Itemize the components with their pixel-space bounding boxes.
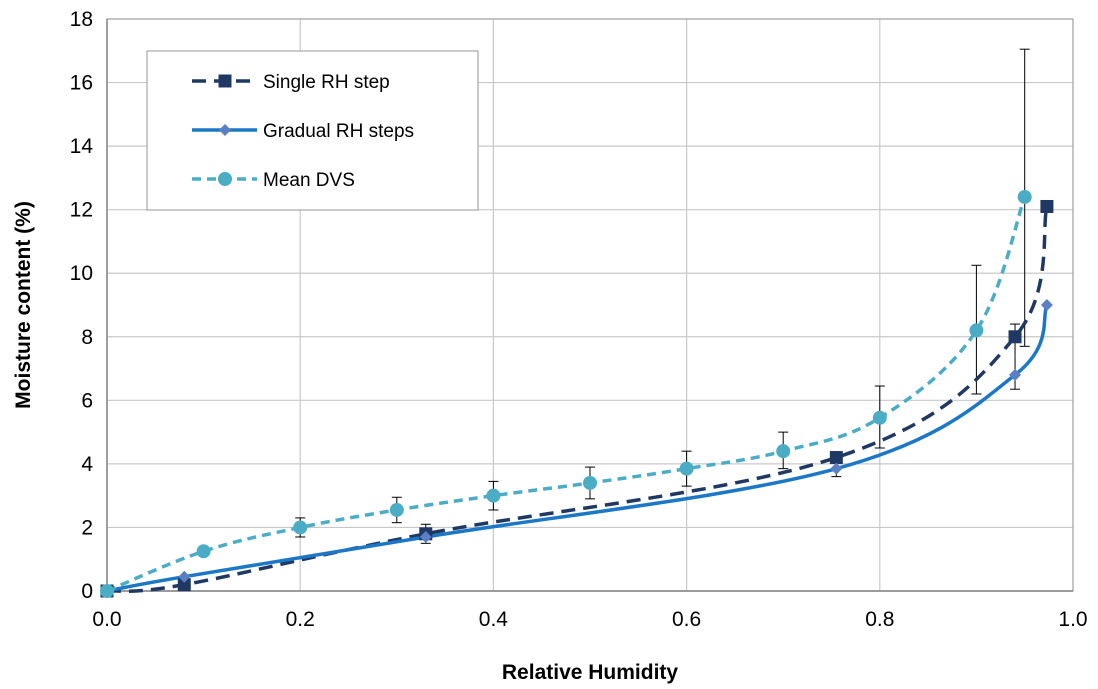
x-tick-label: 0.0 <box>92 608 121 631</box>
y-tick-label: 12 <box>70 199 93 222</box>
y-tick-label: 14 <box>70 135 94 158</box>
legend-marker <box>218 172 232 186</box>
data-point <box>583 475 597 490</box>
y-tick-label: 16 <box>70 72 93 95</box>
data-point <box>177 578 191 592</box>
data-point <box>419 530 432 543</box>
data-point <box>389 502 404 517</box>
legend: Single RH step Gradual RH steps Mean DVS <box>146 50 479 211</box>
series-line-1 <box>106 304 1049 593</box>
y-tick-label: 0 <box>81 580 93 603</box>
x-tick-label: 0.4 <box>479 608 509 631</box>
data-point <box>196 544 211 559</box>
data-point <box>776 444 791 459</box>
data-point <box>486 488 501 503</box>
y-tick-label: 10 <box>70 262 93 285</box>
tick-labels: 0.0 0.2 0.4 0.6 0.8 1.0 0 2 4 6 8 10 12 14 16 18 <box>70 8 1088 631</box>
data-point <box>830 462 843 475</box>
x-tick-label: 0.8 <box>865 608 894 631</box>
data-point <box>679 461 694 476</box>
data-point <box>100 584 114 598</box>
data-point <box>178 570 191 583</box>
series-line-2 <box>106 196 1027 593</box>
legend-label: Single RH step <box>263 72 390 93</box>
data-point <box>1009 368 1022 381</box>
series-markers <box>100 189 1054 598</box>
data-point <box>1008 330 1022 344</box>
data-point <box>1040 299 1053 311</box>
y-tick-label: 6 <box>81 389 93 412</box>
y-tick-label: 8 <box>81 326 93 349</box>
y-tick-label: 2 <box>81 516 93 539</box>
legend-label: Gradual RH steps <box>263 121 414 142</box>
y-axis-title: Moisture content (%) <box>12 201 35 409</box>
data-point <box>872 410 887 425</box>
data-point <box>1040 199 1054 213</box>
y-tick-label: 18 <box>70 8 93 31</box>
legend-label: Mean DVS <box>263 170 355 191</box>
data-point <box>1017 189 1032 204</box>
y-tick-label: 4 <box>81 453 93 476</box>
data-point <box>969 323 984 338</box>
legend-marker <box>219 124 231 136</box>
data-point <box>829 451 843 465</box>
x-tick-label: 1.0 <box>1058 608 1087 631</box>
x-axis-title: Relative Humidity <box>502 661 679 684</box>
series-lines <box>106 196 1049 594</box>
data-point <box>293 520 308 535</box>
legend-marker <box>218 74 232 88</box>
x-tick-label: 0.6 <box>672 608 701 631</box>
series-line-0 <box>106 206 1049 594</box>
x-tick-label: 0.2 <box>286 608 315 631</box>
